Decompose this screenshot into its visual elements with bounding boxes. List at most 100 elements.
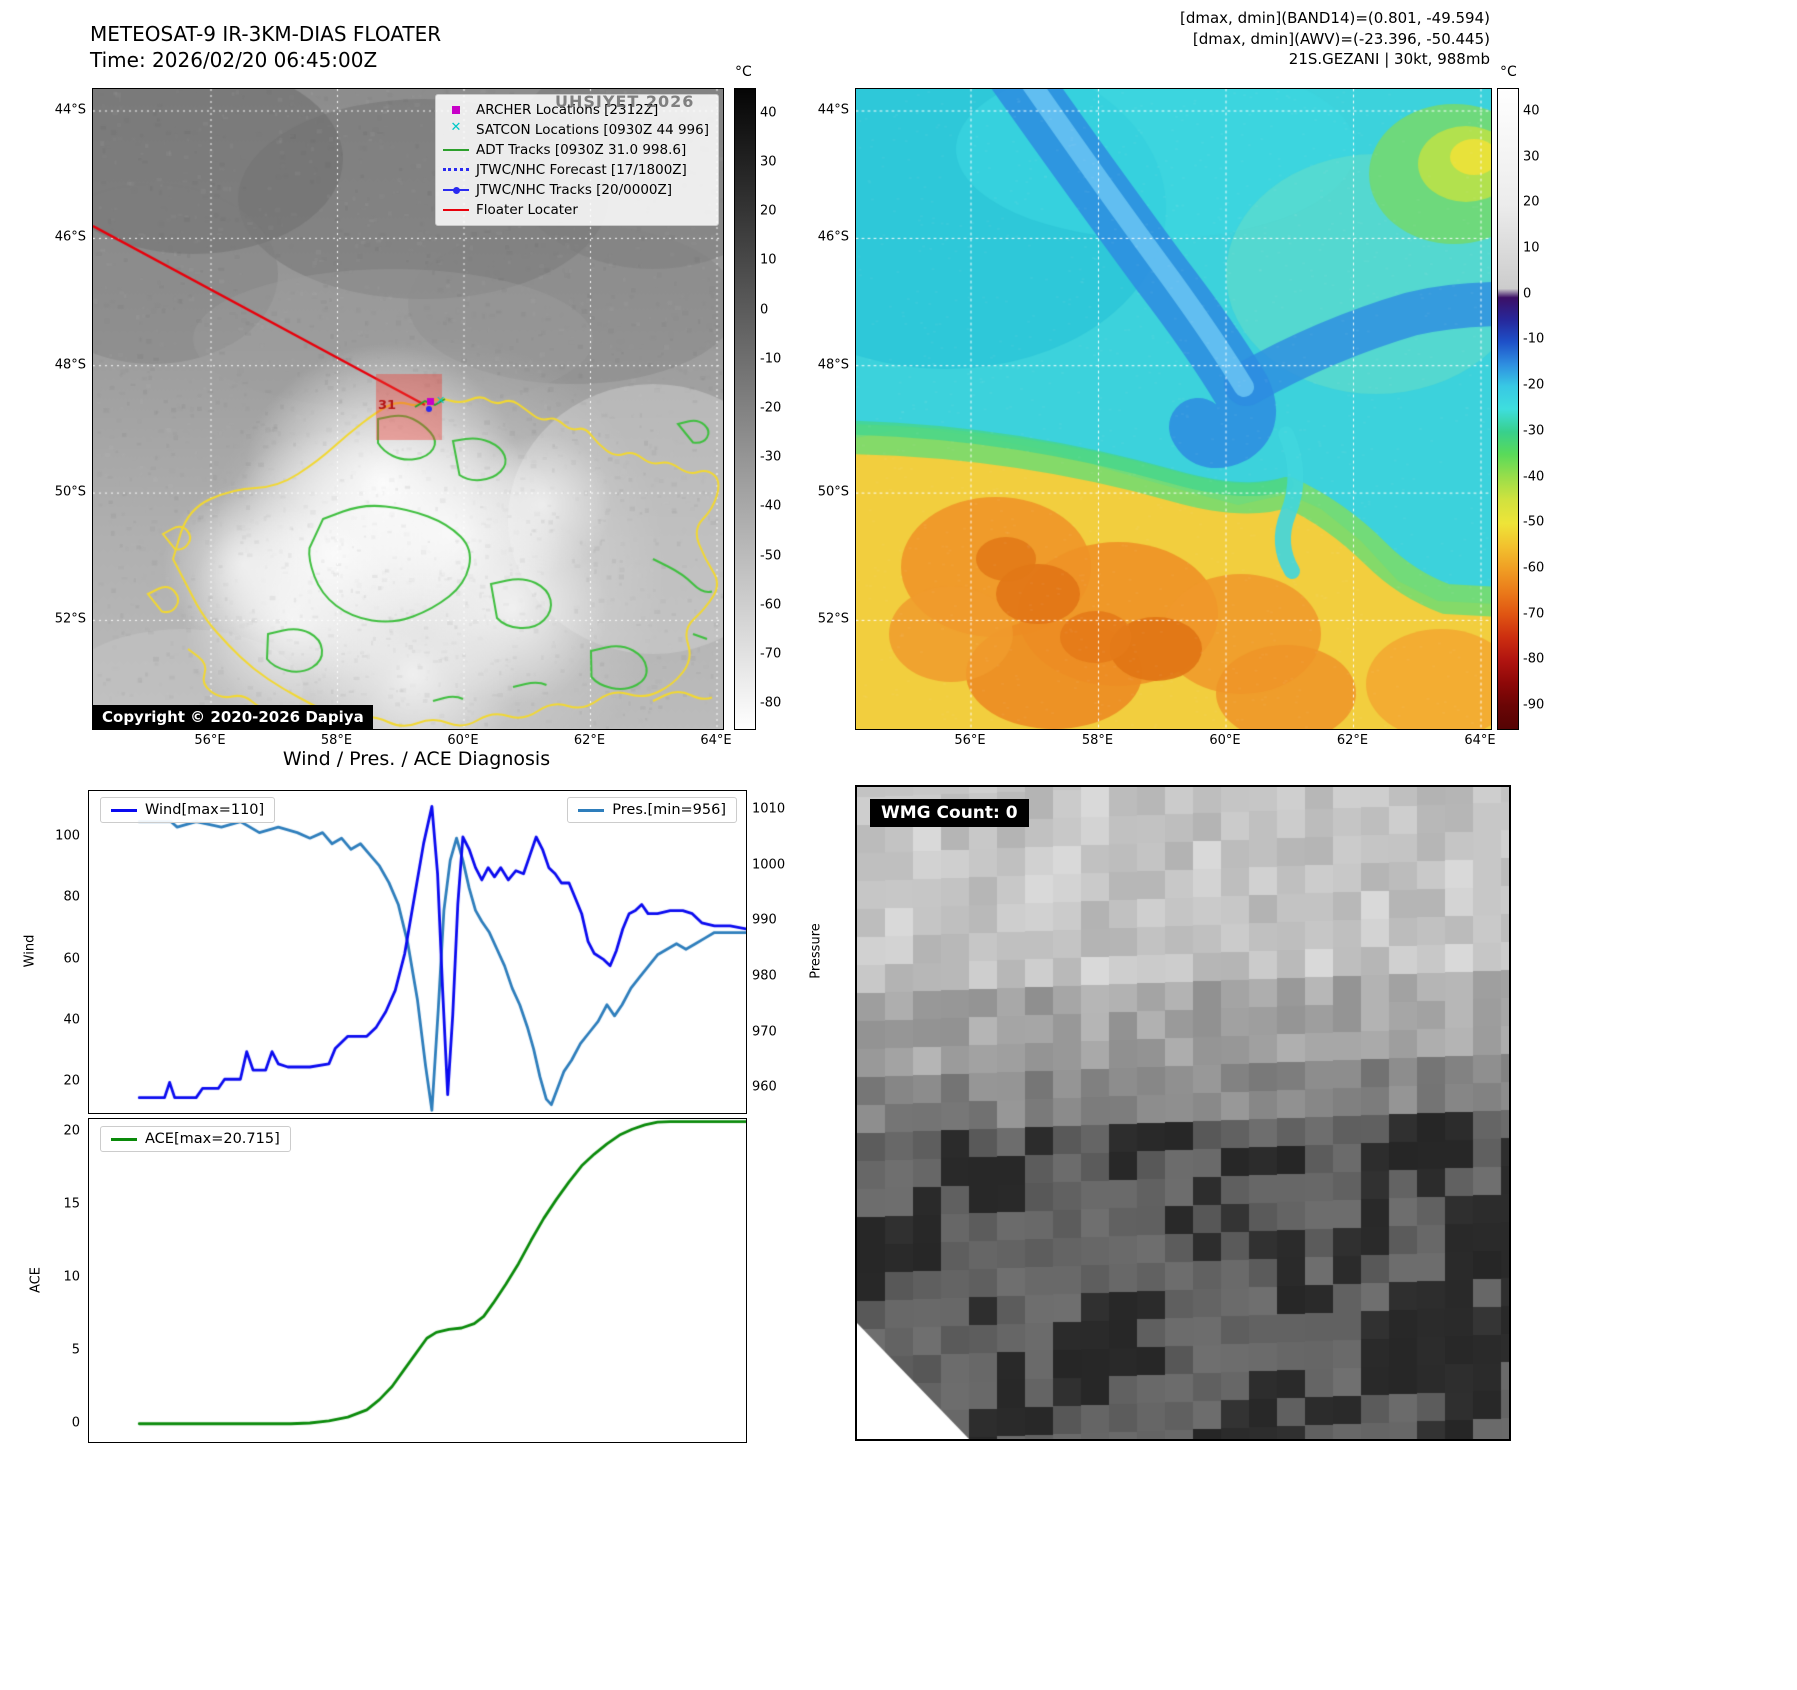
tick-label: 5 (71, 1342, 80, 1358)
enhanced-satellite-canvas (856, 89, 1491, 729)
tick-label: 62°E (1336, 733, 1369, 748)
tick-label: 20 (760, 203, 777, 219)
diagnosis-title: Wind / Pres. / ACE Diagnosis (282, 748, 551, 770)
tick-label: 50°S (817, 484, 849, 500)
tick-label: 56°E (954, 733, 986, 748)
ace-legend: ACE[max=20.715] (100, 1126, 291, 1152)
ace-line-sample (111, 1137, 137, 1141)
pres-legend: Pres.[min=956] (567, 797, 737, 823)
enhanced-map-panel (855, 88, 1492, 730)
ace-canvas (89, 1119, 746, 1442)
tick-label: -10 (1523, 331, 1545, 347)
legend-item: ADT Tracks [0930Z 31.0 998.6] (443, 140, 709, 160)
tick-label: -50 (1523, 514, 1545, 530)
tick-label: 100 (55, 828, 80, 844)
tick-label: 46°S (817, 229, 849, 245)
legend-item-label: JTWC/NHC Forecast [17/1800Z] (476, 162, 687, 178)
wmg-panel: WMG Count: 0 (855, 785, 1511, 1441)
tick-label: 44°S (54, 102, 86, 118)
wmg-image-canvas (857, 787, 1509, 1439)
legend-item-label: Floater Locater (476, 202, 578, 218)
tick-label: 64°E (1464, 733, 1496, 748)
tick-label: 80 (63, 889, 80, 905)
tick-label: 56°E (194, 733, 226, 748)
tick-label: 1000 (752, 857, 786, 873)
tick-label: 52°S (817, 611, 849, 627)
pres-line-sample (578, 808, 605, 812)
ace-axis-label: ACE (28, 1267, 44, 1293)
tick-label: -40 (1523, 469, 1545, 485)
tick-label: -60 (760, 597, 782, 613)
tick-label: 10 (1523, 240, 1540, 256)
legend-item-label: SATCON Locations [0930Z 44 996] (476, 122, 709, 138)
wmg-count-badge: WMG Count: 0 (870, 799, 1029, 827)
tick-label: 60°E (447, 733, 479, 748)
x-marker-icon: ✕ (450, 120, 462, 135)
square-marker-icon (443, 103, 469, 117)
tick-label: -20 (760, 400, 782, 416)
tick-label: -20 (1523, 377, 1545, 393)
info-band14: [dmax, dmin](BAND14)=(0.801, -49.594) (1179, 9, 1490, 27)
tick-label: 15 (63, 1196, 80, 1212)
ir-colorbar-unit: °C (735, 64, 752, 80)
tick-label: -60 (1523, 560, 1545, 576)
wind-pres-canvas (89, 791, 746, 1113)
info-storm-id: 21S.GEZANI | 30kt, 988mb (1288, 50, 1490, 68)
tick-label: -80 (760, 695, 782, 711)
tick-label: 30 (1523, 149, 1540, 165)
tick-label: 30 (760, 154, 777, 170)
tick-label: -10 (760, 351, 782, 367)
tick-label: 40 (1523, 103, 1540, 119)
legend-item: ARCHER Locations [2312Z] (443, 100, 709, 120)
copyright-label: Copyright © 2020-2026 Dapiya (93, 705, 373, 729)
tick-label: -40 (760, 498, 782, 514)
tick-label: 64°E (700, 733, 732, 748)
tick-label: 990 (752, 912, 777, 928)
tick-label: -30 (760, 449, 782, 465)
ir-panel-time: Time: 2026/02/20 06:45:00Z (90, 48, 378, 72)
ace-legend-label: ACE[max=20.715] (145, 1131, 280, 1147)
legend-item: ✕ SATCON Locations [0930Z 44 996] (443, 120, 709, 140)
tick-label: 970 (752, 1024, 777, 1039)
tick-label: 0 (71, 1415, 80, 1431)
ir-map-panel: UHSIYET 2026 ARCHER Locations [2312Z] ✕ SA… (92, 88, 724, 730)
tick-label: 980 (752, 968, 777, 984)
tick-label: 62°E (573, 733, 606, 748)
wind-axis-label: Wind (22, 934, 38, 968)
legend-item-label: JTWC/NHC Tracks [20/0000Z] (476, 182, 673, 198)
wind-legend-label: Wind[max=110] (145, 802, 265, 818)
tick-label: 58°E (320, 733, 353, 748)
wind-line-sample (111, 808, 137, 812)
tick-label: 40 (760, 105, 777, 121)
storm-info-block: [dmax, dmin](BAND14)=(0.801, -49.594) [d… (1180, 8, 1490, 70)
wind-pres-chart (88, 790, 747, 1114)
linedot-marker-icon (443, 183, 469, 197)
tick-label: 50°S (54, 484, 86, 500)
dotted-marker-icon (443, 163, 469, 177)
tick-label: 60°E (1209, 733, 1241, 748)
tick-label: -90 (1523, 697, 1545, 713)
tick-label: 1010 (752, 801, 786, 817)
map-legend: ARCHER Locations [2312Z] ✕ SATCON Location… (435, 94, 719, 226)
legend-item: JTWC/NHC Forecast [17/1800Z] (443, 160, 709, 180)
pres-axis-label: Pressure (808, 923, 824, 979)
tick-label: -50 (760, 548, 782, 564)
tick-label: 58°E (1081, 733, 1114, 748)
tick-label: 0 (1523, 286, 1532, 302)
tick-label: 48°S (54, 357, 86, 373)
pres-legend-label: Pres.[min=956] (612, 802, 726, 818)
tick-label: 20 (63, 1073, 80, 1089)
legend-item: Floater Locater (443, 200, 709, 220)
info-awv: [dmax, dmin](AWV)=(-23.396, -50.445) (1192, 29, 1490, 48)
legend-item-label: ARCHER Locations [2312Z] (476, 102, 659, 118)
tick-label: 44°S (817, 102, 849, 118)
tick-label: -30 (1523, 423, 1545, 439)
tick-label: 10 (63, 1269, 80, 1285)
tick-label: 10 (760, 252, 777, 268)
legend-item: JTWC/NHC Tracks [20/0000Z] (443, 180, 709, 200)
tick-label: 60 (63, 951, 80, 967)
ir-panel-title: METEOSAT-9 IR-3KM-DIAS FLOATER (90, 22, 442, 46)
tick-label: 20 (63, 1123, 80, 1139)
tick-label: 0 (760, 302, 769, 318)
